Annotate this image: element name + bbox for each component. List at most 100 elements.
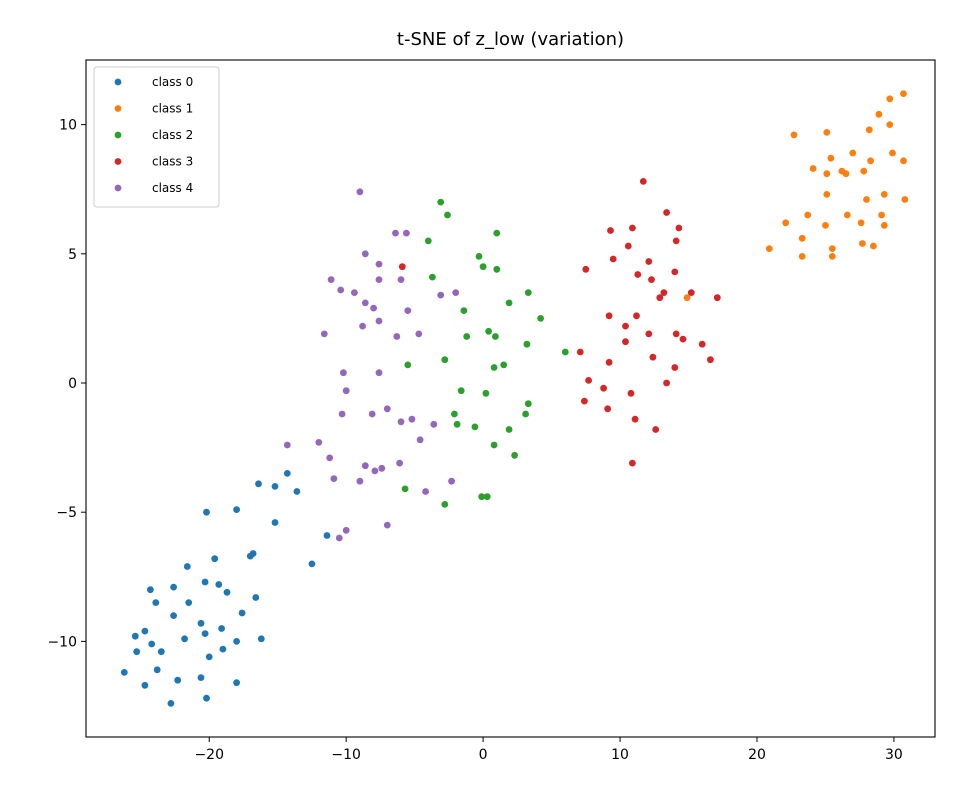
x-tick-label: 10: [611, 747, 629, 763]
y-tick-label: 5: [68, 247, 77, 263]
point-class-2: [511, 451, 518, 459]
y-tick-label: 0: [68, 376, 77, 392]
point-class-4: [330, 475, 338, 482]
point-class-2: [522, 410, 529, 418]
point-class-3: [639, 178, 647, 185]
point-class-2: [524, 400, 532, 408]
point-class-0: [148, 640, 156, 648]
point-class-3: [687, 289, 695, 296]
point-class-0: [203, 694, 210, 702]
point-class-4: [351, 289, 358, 296]
point-class-0: [308, 560, 316, 568]
point-class-3: [663, 379, 670, 387]
legend-label-class-0: class 0: [152, 75, 193, 89]
point-class-0: [197, 674, 205, 681]
point-class-2: [561, 348, 569, 356]
point-class-0: [170, 583, 178, 591]
point-class-3: [671, 268, 679, 276]
point-class-3: [607, 227, 614, 234]
point-class-4: [361, 250, 369, 258]
point-class-1: [900, 90, 907, 97]
point-class-4: [370, 304, 377, 312]
point-class-1: [880, 191, 888, 198]
point-class-3: [656, 294, 664, 302]
point-class-0: [147, 586, 154, 594]
point-class-3: [649, 353, 657, 361]
point-class-1: [889, 149, 896, 157]
x-tick-label: −20: [194, 747, 224, 763]
point-class-1: [822, 222, 829, 229]
point-class-0: [201, 630, 209, 637]
point-class-2: [460, 307, 468, 314]
point-class-4: [383, 521, 391, 529]
point-class-4: [396, 459, 403, 467]
point-class-2: [490, 441, 498, 449]
point-class-0: [252, 594, 260, 601]
point-class-4: [375, 276, 383, 283]
legend-label-class-4: class 4: [152, 181, 193, 195]
point-class-2: [478, 493, 486, 501]
point-class-4: [315, 439, 323, 446]
point-class-1: [823, 170, 831, 178]
point-class-2: [429, 273, 436, 281]
point-class-1: [804, 211, 812, 219]
point-class-0: [233, 506, 241, 513]
point-class-0: [157, 648, 165, 656]
point-class-2: [505, 426, 513, 433]
point-class-1: [828, 245, 836, 253]
point-class-2: [505, 299, 513, 307]
point-class-4: [383, 405, 391, 413]
point-class-0: [293, 488, 301, 495]
point-class-3: [581, 397, 588, 405]
point-class-0: [203, 508, 210, 516]
point-class-3: [648, 276, 655, 283]
x-tick-label: −10: [331, 747, 361, 763]
point-class-4: [397, 418, 405, 426]
point-class-3: [622, 338, 629, 346]
point-class-0: [133, 648, 141, 656]
point-class-2: [483, 493, 491, 501]
point-class-3: [622, 322, 629, 330]
legend: class 0 class 1 class 2 class 3 class 4: [93, 66, 220, 208]
point-class-3: [671, 364, 679, 371]
point-class-0: [223, 588, 231, 596]
point-class-0: [141, 627, 149, 635]
point-class-3: [675, 224, 683, 232]
point-class-3: [672, 237, 680, 245]
point-class-0: [205, 653, 213, 661]
point-class-1: [765, 245, 773, 253]
x-tick-label: 20: [748, 747, 766, 763]
point-class-3: [634, 271, 642, 278]
point-class-3: [576, 348, 584, 356]
point-class-0: [197, 619, 205, 627]
point-class-2: [485, 327, 492, 335]
point-class-4: [375, 369, 383, 377]
point-class-4: [403, 229, 410, 237]
legend-label-class-1: class 1: [152, 102, 193, 116]
point-class-0: [170, 612, 178, 619]
point-class-0: [131, 632, 139, 640]
point-class-3: [631, 415, 639, 423]
point-class-4: [437, 291, 445, 299]
point-class-2: [479, 263, 487, 271]
point-class-1: [823, 129, 831, 136]
point-class-1: [842, 170, 850, 178]
point-class-4: [327, 276, 335, 283]
y-tick-label: −10: [47, 634, 77, 650]
point-class-0: [201, 578, 209, 586]
point-class-4: [415, 330, 423, 338]
point-class-3: [645, 258, 653, 265]
point-class-1: [790, 131, 798, 139]
points-layer: [120, 90, 909, 707]
point-class-2: [451, 410, 458, 418]
legend-label-class-3: class 3: [152, 155, 193, 169]
point-class-0: [219, 645, 227, 653]
point-class-0: [238, 609, 246, 617]
point-class-4: [283, 441, 291, 449]
point-class-0: [174, 676, 182, 684]
point-class-1: [683, 294, 691, 302]
point-class-1: [886, 95, 894, 103]
point-class-2: [490, 364, 498, 371]
point-class-2: [424, 237, 432, 245]
